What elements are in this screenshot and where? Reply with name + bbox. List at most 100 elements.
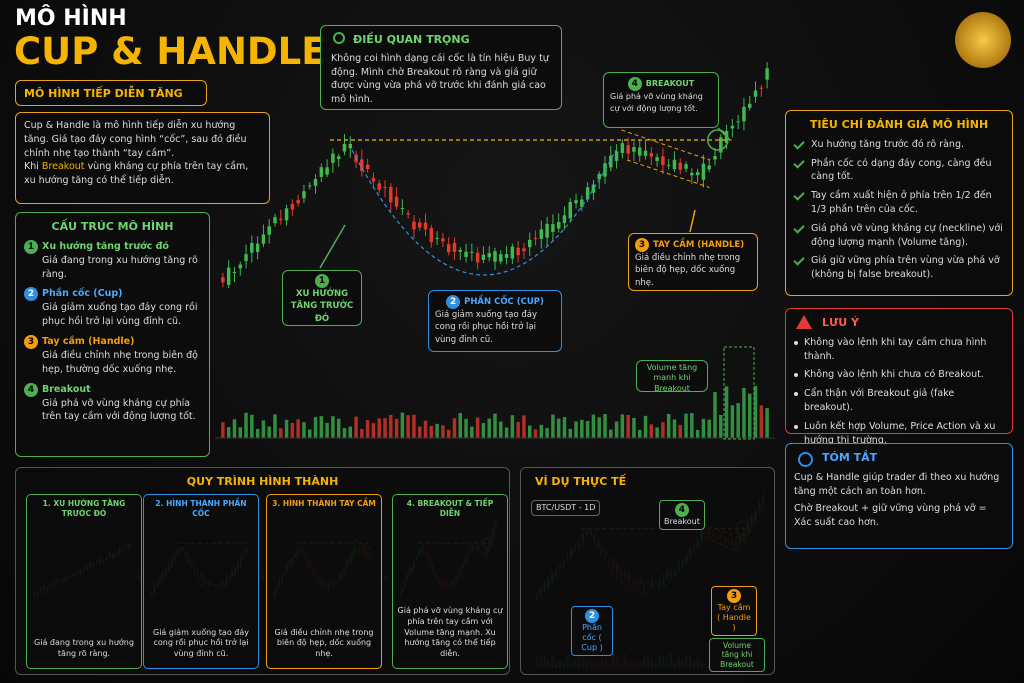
volume-bar bbox=[470, 426, 474, 438]
annotation: 2 PHẦN CỐC (CUP) Giá giảm xuống tạo đáy c… bbox=[428, 290, 562, 352]
volume-bar bbox=[672, 419, 677, 438]
step-text: Giá điều chỉnh nhẹ trong biên độ hẹp, dố… bbox=[274, 627, 374, 659]
candle-body bbox=[551, 224, 555, 232]
item-title: Tay cầm (Handle) bbox=[42, 336, 135, 347]
candle-body bbox=[371, 178, 376, 182]
process-step: 2. HÌNH THÀNH PHẦN CỐC Giá giảm xuống tạo… bbox=[143, 494, 259, 669]
candle-body bbox=[383, 187, 387, 189]
process-title: QUY TRÌNH HÌNH THÀNH bbox=[186, 475, 339, 488]
candle-body bbox=[313, 179, 318, 186]
key-point: ĐIỀU QUAN TRỌNG Không coi hình dạng cái … bbox=[320, 25, 562, 110]
annotation: 4 BREAKOUT Giá phá vỡ vùng kháng cự với đ… bbox=[603, 72, 719, 128]
badge: 2 bbox=[446, 295, 461, 309]
candle-body bbox=[684, 164, 688, 169]
volume-bar bbox=[232, 419, 237, 438]
volume-bar bbox=[319, 416, 324, 438]
annotation: 3 TAY CẦM (HANDLE) Giá điều chỉnh nhẹ tro… bbox=[628, 233, 758, 291]
check-icon bbox=[793, 138, 805, 150]
volume-highlight bbox=[723, 346, 755, 440]
volume-bar bbox=[562, 417, 567, 438]
volume-bar bbox=[342, 428, 347, 438]
annotation-text: Giá phá vỡ vùng kháng cự với động lượng … bbox=[610, 92, 703, 113]
volume-bar bbox=[226, 427, 231, 438]
candle-body bbox=[365, 164, 370, 170]
volume-bar bbox=[238, 427, 242, 438]
candle-body bbox=[748, 103, 752, 108]
volume-bar bbox=[510, 415, 515, 438]
structure-item: 1 Xu hướng tăng trước đó Giá đang trong xu… bbox=[24, 239, 201, 282]
label-text: Tay cầm ( Handle ) bbox=[717, 603, 751, 632]
check-icon bbox=[793, 254, 805, 266]
volume-bar bbox=[279, 428, 283, 438]
candle-body bbox=[412, 221, 416, 230]
volume-bar bbox=[533, 429, 538, 438]
volume-bar bbox=[331, 416, 335, 438]
candle-body bbox=[504, 254, 509, 258]
candle-body bbox=[267, 226, 271, 235]
step-title: 1. XU HƯỚNG TĂNG TRƯỚC ĐÓ bbox=[42, 499, 126, 519]
volume-note: Volume tăng mạnh khi Breakout bbox=[636, 360, 708, 393]
badge: 3 bbox=[635, 238, 649, 252]
candle-body bbox=[435, 237, 439, 239]
list-item: Cẩn thận với Breakout giả (fake breakout… bbox=[794, 387, 1004, 415]
item-text: Không vào lệnh khi chưa có Breakout. bbox=[804, 369, 984, 381]
volume-bar bbox=[377, 418, 381, 438]
volume-bar bbox=[400, 412, 405, 438]
step-title: 2. HÌNH THÀNH PHẦN CỐC bbox=[155, 499, 247, 519]
candle-body bbox=[695, 172, 700, 176]
candle-body bbox=[666, 164, 671, 166]
candle-body bbox=[296, 199, 300, 204]
volume-bar bbox=[730, 405, 735, 438]
item-text: Tay cầm xuất hiện ở phía trên 1/2 đến 1/… bbox=[811, 190, 992, 215]
volume-bar bbox=[585, 420, 590, 438]
annotation-title: TAY CẦM (HANDLE) bbox=[653, 240, 745, 250]
volume-bar bbox=[464, 418, 468, 438]
volume-bar bbox=[435, 423, 439, 438]
list-item: Giá giữ vững phía trên vùng vừa phá vỡ (… bbox=[793, 254, 1004, 282]
volume-bar bbox=[643, 415, 648, 438]
label-text: Phần cốc ( Cup ) bbox=[581, 623, 603, 652]
candle-body bbox=[441, 238, 445, 242]
list-item: Tay cầm xuất hiện ở phía trên 1/2 đến 1/… bbox=[793, 189, 1004, 217]
candle-body bbox=[539, 229, 544, 239]
step-title: 4. BREAKOUT & TIẾP DIỄN bbox=[406, 499, 494, 519]
structure: CẤU TRÚC MÔ HÌNH 1 Xu hướng tăng trước đó… bbox=[15, 212, 210, 457]
highlight: Breakout bbox=[41, 161, 85, 173]
candle-body bbox=[591, 184, 596, 193]
volume-bar bbox=[568, 428, 572, 438]
volume-bar bbox=[261, 420, 266, 438]
candle-body bbox=[487, 253, 491, 258]
candle-body bbox=[284, 208, 289, 221]
volume-bar bbox=[614, 421, 619, 438]
example-label: 2 Phần cốc ( Cup ) bbox=[571, 606, 613, 656]
candle-body bbox=[609, 155, 613, 168]
candle-body bbox=[632, 147, 636, 152]
volume-bar bbox=[394, 418, 399, 438]
header-small: MÔ HÌNH bbox=[15, 6, 127, 31]
item-text: Luôn kết hợp Volume, Price Action và xu … bbox=[804, 420, 996, 446]
badge: 3 bbox=[24, 335, 38, 349]
candle-body bbox=[464, 251, 468, 257]
volume-bar bbox=[267, 426, 271, 438]
list-item: Phần cốc có dạng đáy cong, càng đều càng… bbox=[793, 157, 1004, 185]
volume-bar bbox=[701, 418, 706, 438]
badge: 4 bbox=[674, 503, 689, 517]
volume-bar bbox=[736, 403, 740, 438]
candle-body bbox=[342, 143, 347, 152]
volume-bar bbox=[458, 413, 462, 438]
bullet bbox=[794, 373, 798, 378]
volume-bar bbox=[487, 418, 491, 438]
volume-bar bbox=[603, 414, 607, 438]
candle-body bbox=[661, 156, 665, 166]
volume-bar bbox=[695, 429, 700, 438]
candle-body bbox=[585, 187, 590, 200]
volume-bar bbox=[597, 417, 601, 438]
warning-title: LƯU Ý bbox=[822, 316, 859, 329]
item-text: Phần cốc có dạng đáy cong, càng đều càng… bbox=[811, 157, 992, 183]
annotation-title: BREAKOUT bbox=[645, 79, 695, 88]
item-text: Không vào lệnh khi tay cầm chưa hình thà… bbox=[804, 336, 987, 362]
volume-bar bbox=[690, 413, 694, 438]
volume-bar bbox=[759, 405, 764, 438]
criteria: TIÊU CHÍ ĐÁNH GIÁ MÔ HÌNH Xu hướng tăng … bbox=[785, 110, 1013, 296]
